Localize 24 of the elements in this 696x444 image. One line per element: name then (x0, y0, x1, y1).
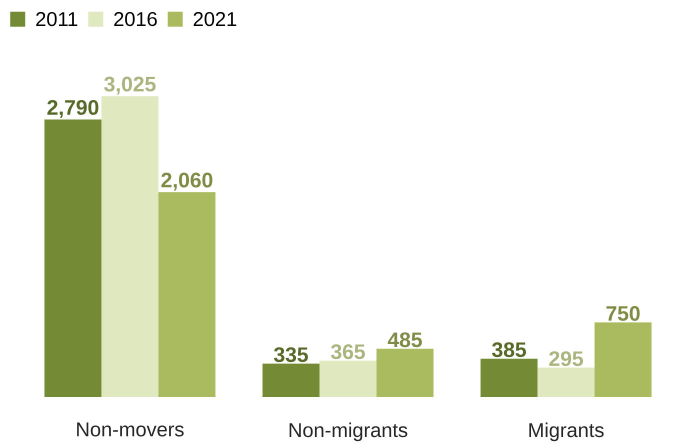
legend-label: 2011 (36, 12, 78, 26)
bar (262, 364, 320, 397)
bar (320, 360, 377, 397)
x-tick-label: Migrants (529, 422, 604, 442)
bar (376, 348, 434, 397)
data-label: 750 (606, 306, 640, 321)
bar (158, 192, 216, 397)
x-tick-label: Non-migrants (290, 422, 408, 442)
data-label: 335 (274, 347, 308, 362)
bar (594, 322, 652, 397)
data-label: 295 (549, 351, 583, 366)
bar (480, 358, 538, 397)
bar (538, 368, 595, 397)
legend-label: 2021 (194, 12, 236, 26)
x-tick-label: Non-movers (77, 422, 184, 436)
data-label: 3,025 (104, 76, 156, 95)
data-label: 385 (492, 342, 526, 358)
bar (44, 119, 102, 397)
data-label: 365 (330, 344, 365, 360)
data-label: 2,060 (161, 172, 212, 191)
legend-label: 2016 (114, 12, 157, 26)
bar (101, 96, 158, 397)
data-label: 485 (388, 332, 422, 348)
data-label: 2,790 (47, 100, 98, 118)
